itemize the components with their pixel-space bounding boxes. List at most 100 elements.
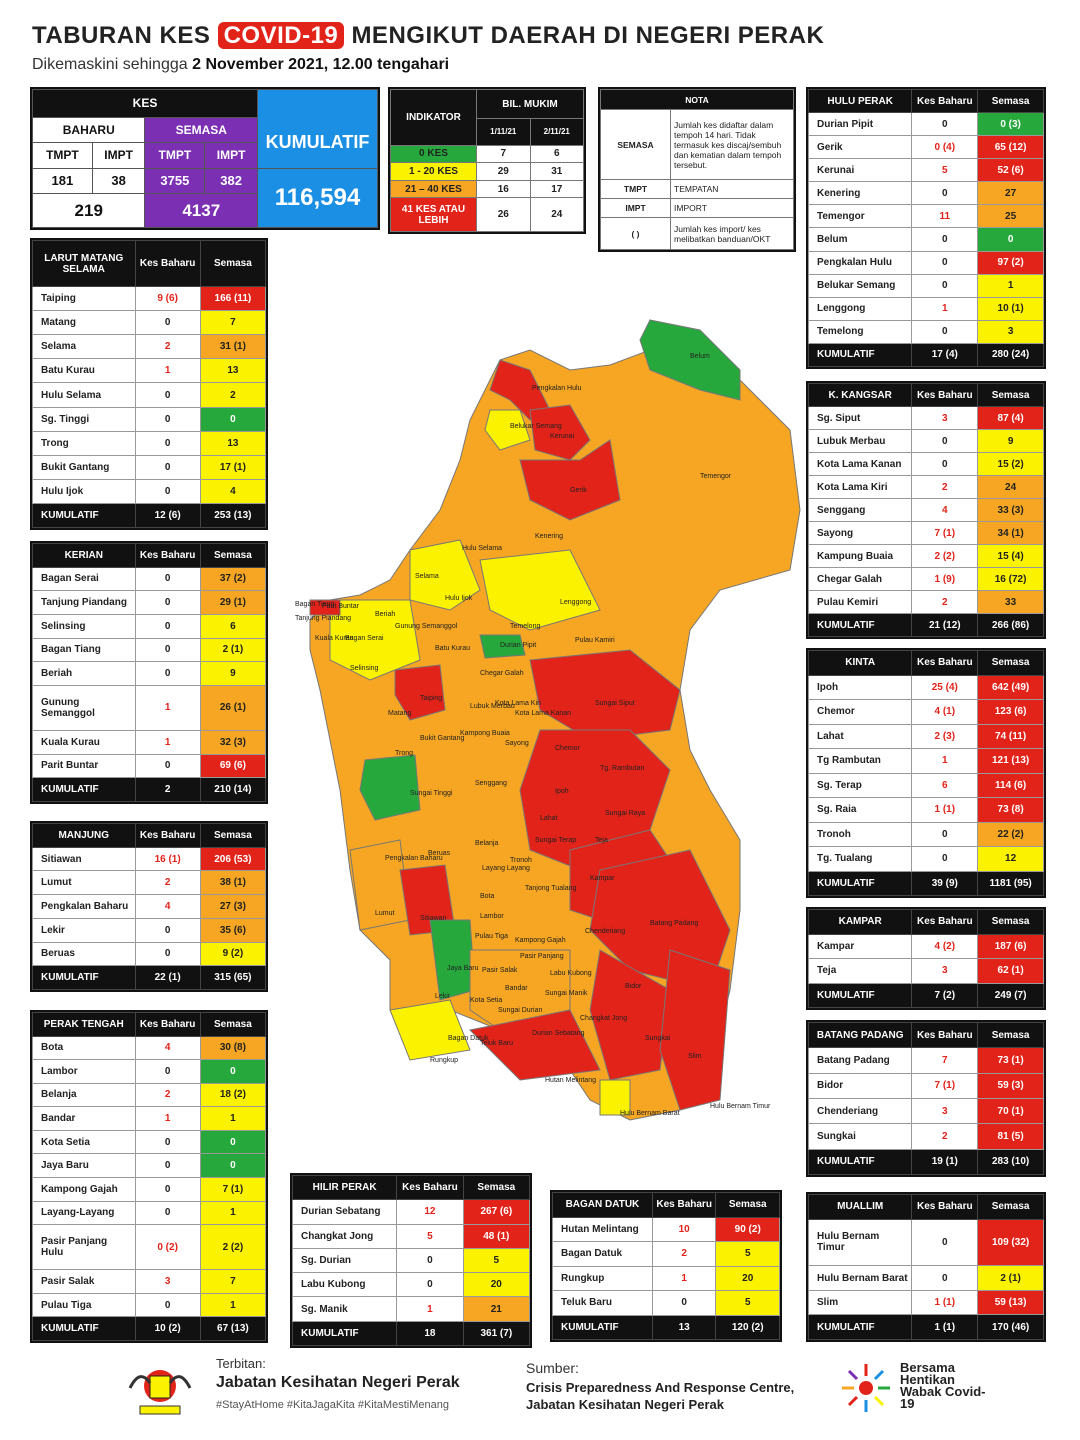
table-row: Chenderiang 3 70 (1) bbox=[807, 1097, 1044, 1125]
semasa-header: Semasa bbox=[977, 88, 1044, 114]
kumulatif-baharu: 21 (12) bbox=[911, 613, 979, 637]
nota-key: IMPT bbox=[600, 198, 671, 219]
kes-baharu-value: 1 bbox=[396, 1296, 464, 1322]
indikator-value-1: 26 bbox=[476, 197, 531, 232]
map-label: Senggang bbox=[475, 780, 507, 787]
map-label: Bagan Serai bbox=[345, 635, 384, 642]
map-label: Kenering bbox=[535, 533, 563, 540]
semasa-header: Semasa bbox=[977, 909, 1044, 935]
mukim-name: Hulu Ijok bbox=[32, 478, 136, 504]
map-label: Parit Buntar bbox=[322, 603, 360, 610]
table-row: Lekir 0 35 (6) bbox=[32, 917, 267, 943]
kumulatif-semasa: 361 (7) bbox=[462, 1320, 531, 1347]
table-row: Taiping 9 (6) 166 (11) bbox=[32, 286, 267, 312]
kes-baharu-header: Kes Baharu bbox=[911, 1021, 979, 1049]
district-header-row: MUALLIM Kes Baharu Semasa bbox=[807, 1194, 1044, 1220]
kes-baharu-value: 0 bbox=[134, 917, 201, 943]
mukim-name: Lubuk Merbau bbox=[807, 429, 913, 453]
kes-baharu-value: 11 bbox=[911, 204, 979, 229]
table-row: Kampung Buaia 2 (2) 15 (4) bbox=[807, 544, 1044, 568]
table-row: Tg Rambutan 1 121 (13) bbox=[807, 748, 1044, 774]
kes-baharu-value: 3 bbox=[911, 1097, 979, 1125]
kumulatif-baharu: 18 bbox=[396, 1320, 464, 1347]
map-label: Sungai Raya bbox=[605, 810, 645, 817]
kes-baharu-value: 25 (4) bbox=[911, 674, 979, 700]
mukim-name: Temengor bbox=[807, 204, 913, 229]
table-row: Kerunai 5 52 (6) bbox=[807, 158, 1044, 183]
table-row: Beruas 0 9 (2) bbox=[32, 941, 267, 967]
mukim-name: Kota Lama Kiri bbox=[807, 475, 913, 499]
map-label: Hulu Selama bbox=[462, 545, 502, 552]
map-label: Trong bbox=[395, 750, 413, 757]
indikator-value-1: 7 bbox=[476, 144, 531, 164]
mukim-name: Kampar bbox=[807, 933, 913, 959]
map-label: Pulau Kamiri bbox=[575, 637, 615, 644]
map-label: Kota Setia bbox=[470, 997, 502, 1004]
table-row: Sitiawan 16 (1) 206 (53) bbox=[32, 846, 267, 872]
semasa-value: 0 (3) bbox=[977, 112, 1044, 137]
kes-baharu-value: 16 (1) bbox=[134, 846, 201, 872]
kumulatif-baharu: 22 (1) bbox=[134, 965, 201, 990]
semasa-total: 4137 bbox=[144, 193, 258, 228]
kes-baharu-value: 0 bbox=[134, 478, 201, 504]
kes-baharu-value: 4 (2) bbox=[911, 933, 979, 959]
map-label: Ipoh bbox=[555, 788, 569, 795]
district-header-row: KAMPAR Kes Baharu Semasa bbox=[807, 909, 1044, 935]
table-row: Pengkalan Baharu 4 27 (3) bbox=[32, 894, 267, 919]
semasa-value: 33 (3) bbox=[977, 498, 1044, 522]
map-label: Lubuk Merbau bbox=[470, 703, 515, 710]
mukim-name: Lenggong bbox=[807, 296, 913, 321]
kes-baharu-value: 0 bbox=[134, 382, 201, 408]
semasa-value: 114 (6) bbox=[977, 772, 1044, 798]
district-header-row: MANJUNG Kes Baharu Semasa bbox=[32, 823, 267, 848]
kes-baharu-value: 4 bbox=[134, 894, 201, 919]
date-1: 1/11/21 bbox=[476, 118, 531, 146]
district-header-row: KERIAN Kes Baharu Semasa bbox=[32, 543, 267, 568]
indikator-row: 1 - 20 KES 29 31 bbox=[390, 162, 584, 181]
map-label: Durian Pipit bbox=[500, 642, 536, 649]
mukim-name: Gunung Semanggol bbox=[32, 684, 136, 732]
kes-baharu-header: Kes Baharu bbox=[134, 543, 201, 568]
mukim-name: Hulu Bernam Barat bbox=[807, 1265, 913, 1291]
kes-baharu-value: 1 bbox=[911, 296, 979, 321]
kes-baharu-value: 1 bbox=[134, 1106, 201, 1131]
mukim-name: Beriah bbox=[32, 661, 136, 686]
indikator-value-2: 24 bbox=[529, 197, 584, 232]
table-row: Durian Sebatang 12 267 (6) bbox=[291, 1199, 531, 1225]
table-row: Sg. Raia 1 (1) 73 (8) bbox=[807, 797, 1044, 823]
kumulatif-label: KUMULATIF bbox=[807, 982, 913, 1008]
kes-baharu-value: 0 bbox=[134, 566, 201, 592]
nota-row: ( ) Jumlah kes import/ kes melibatkan ban… bbox=[600, 217, 794, 250]
mukim-name: Belukar Semang bbox=[807, 273, 913, 298]
semasa-value: 37 (2) bbox=[199, 566, 267, 592]
nota-key: ( ) bbox=[600, 217, 671, 250]
nota-row: TMPT TEMPATAN bbox=[600, 179, 794, 200]
mukim-name: Kampong Gajah bbox=[32, 1176, 136, 1202]
mukim-name: Pengkalan Baharu bbox=[32, 894, 136, 919]
table-row: Trong 0 13 bbox=[32, 430, 267, 456]
baharu-impt-label: IMPT bbox=[91, 142, 146, 169]
table-row: Tronoh 0 22 (2) bbox=[807, 821, 1044, 847]
kumulatif-semasa: 210 (14) bbox=[199, 777, 267, 802]
map-label: Durian Sebatang bbox=[532, 1030, 585, 1037]
district-name: BAGAN DATUK bbox=[552, 1192, 653, 1218]
kumulatif-row: KUMULATIF 10 (2) 67 (13) bbox=[32, 1316, 267, 1341]
table-row: Beriah 0 9 bbox=[32, 661, 267, 686]
perak-map: Belum Pengkalan Hulu Belukar Semang Kerunai… bbox=[295, 319, 801, 1121]
page-subtitle: Dikemaskini sehingga 2 November 2021, 12… bbox=[32, 56, 449, 74]
indikator-value-2: 31 bbox=[529, 162, 584, 181]
semasa-value: 9 (2) bbox=[199, 941, 267, 967]
map-region-hulu-bernam-barat bbox=[599, 1079, 631, 1116]
kumulatif-baharu: 13 bbox=[651, 1314, 717, 1340]
kumulatif-semasa: 67 (13) bbox=[199, 1316, 267, 1341]
district-name: KINTA bbox=[807, 650, 913, 676]
kes-summary-table: KES BAHARU SEMASA KUMULATIF TMPT IMPT TM… bbox=[30, 87, 380, 230]
kumulatif-semasa: 283 (10) bbox=[977, 1148, 1044, 1176]
kumulatif-row: KUMULATIF 12 (6) 253 (13) bbox=[32, 502, 267, 529]
semasa-value: 0 bbox=[199, 1059, 267, 1084]
mukim-name: Lumut bbox=[32, 870, 136, 896]
baharu-tmpt-value: 181 bbox=[32, 167, 93, 195]
table-row: Kuala Kurau 1 32 (3) bbox=[32, 730, 267, 755]
district-name: MUALLIM bbox=[807, 1194, 913, 1220]
mukim-name: Kampung Buaia bbox=[807, 544, 913, 568]
